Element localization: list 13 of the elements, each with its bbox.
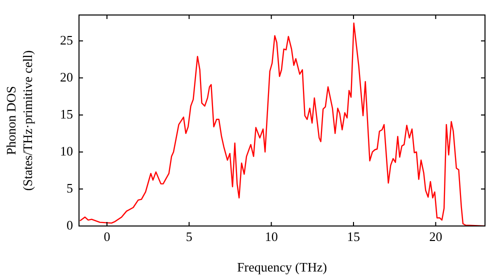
- y-tick-label: 15: [60, 106, 73, 122]
- x-axis-title: Frequency (THz): [237, 260, 327, 275]
- x-tick-label: 5: [186, 229, 192, 244]
- y-tick-label: 10: [60, 143, 73, 158]
- x-tick-label: 20: [429, 229, 442, 244]
- y-tick-label: 0: [66, 217, 73, 232]
- y-tick-label: 20: [60, 69, 73, 84]
- x-tick-label: 10: [264, 229, 278, 244]
- y-tick-label: 5: [66, 180, 73, 196]
- y-axis-title: Phonon DOS (States/THz·primitive cell): [4, 50, 35, 191]
- x-tick-label: 0: [104, 229, 110, 244]
- y-tick-label: 25: [60, 32, 73, 48]
- x-tick-label: 15: [347, 229, 360, 244]
